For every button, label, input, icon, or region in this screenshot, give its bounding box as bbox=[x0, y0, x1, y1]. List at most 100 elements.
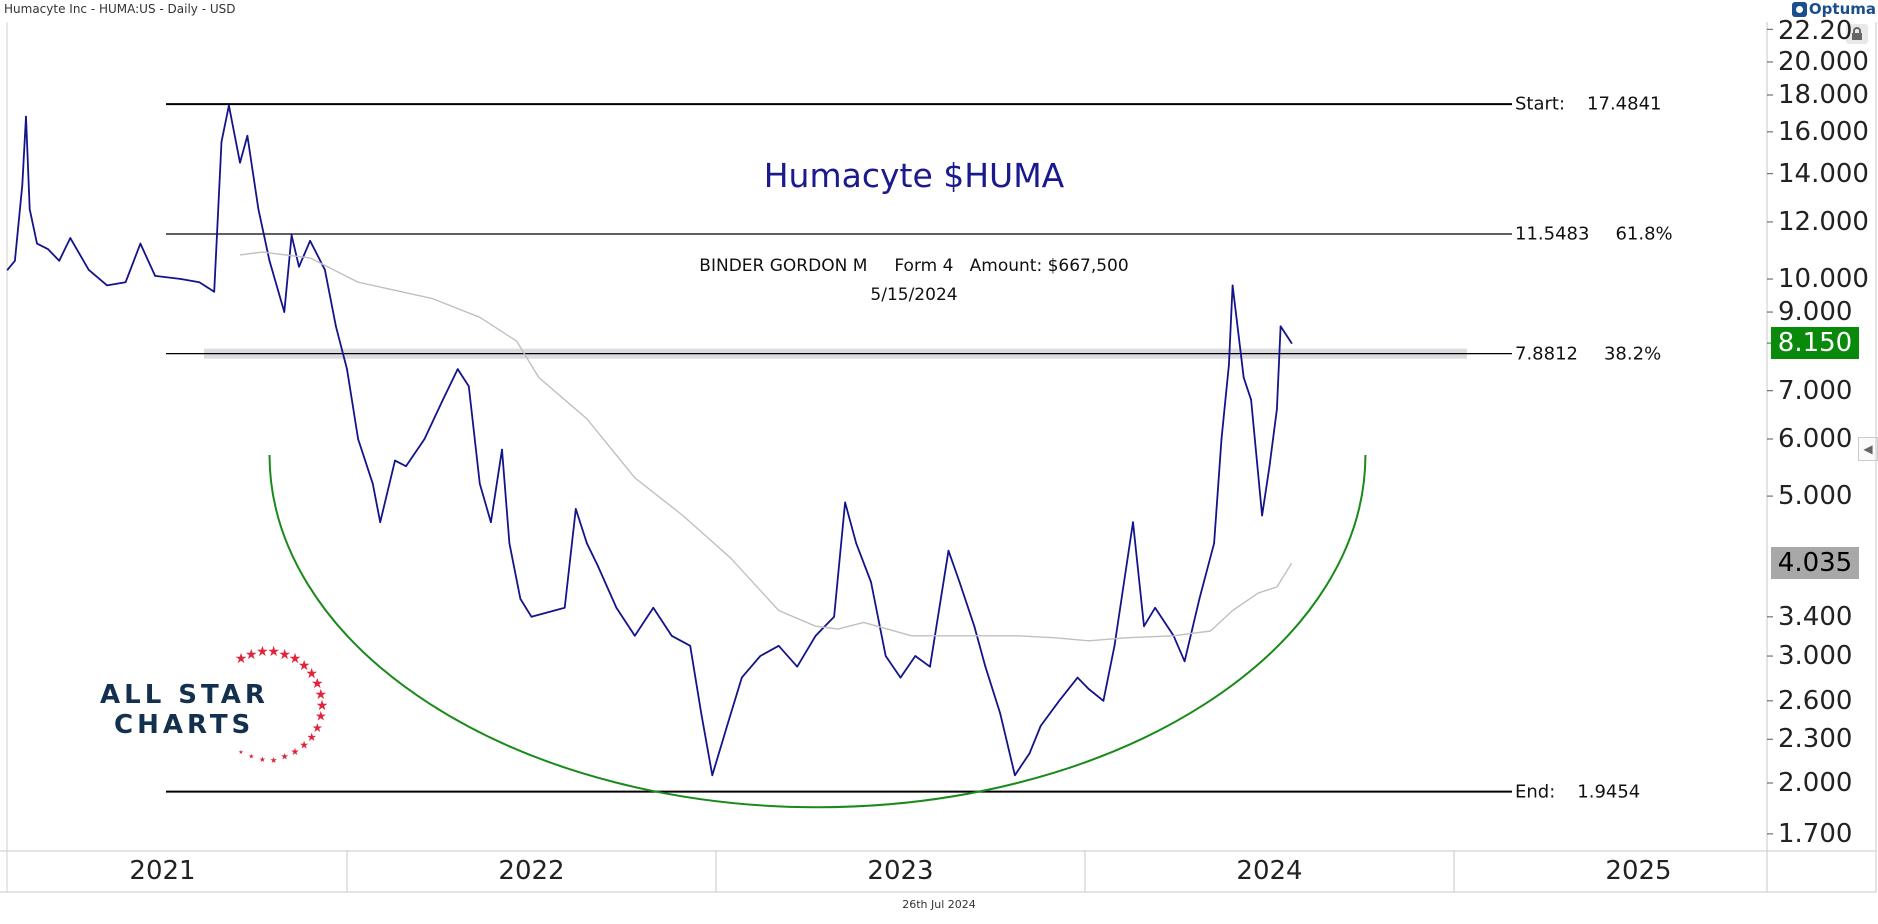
fib-level-value: 17.4841 bbox=[1587, 93, 1662, 115]
price-point bbox=[530, 616, 533, 618]
logo-star-icon: ★ bbox=[311, 719, 323, 735]
logo-star-icon: ★ bbox=[306, 729, 317, 744]
price-series-line bbox=[6, 104, 1293, 777]
logo-line2: CHARTS bbox=[114, 710, 255, 740]
price-point bbox=[1276, 408, 1278, 410]
y-tick-label: 12.000 bbox=[1778, 206, 1869, 237]
y-tick-label: 2.000 bbox=[1778, 768, 1853, 798]
price-point bbox=[467, 385, 470, 388]
logo-star-icon: ★ bbox=[256, 644, 269, 661]
y-tick-label: 7.000 bbox=[1778, 375, 1853, 406]
collapse-panel-button[interactable]: ◀ bbox=[1858, 437, 1878, 461]
price-point bbox=[1250, 399, 1252, 401]
price-point bbox=[947, 549, 950, 552]
x-tick-label: 2023 bbox=[867, 856, 934, 886]
x-tick-label: 2025 bbox=[1605, 856, 1672, 886]
price-point bbox=[700, 712, 703, 714]
price-point bbox=[1198, 598, 1201, 600]
lock-scale-button[interactable] bbox=[1846, 24, 1868, 44]
price-point bbox=[1028, 752, 1031, 754]
y-tick-label: 9.000 bbox=[1778, 297, 1853, 328]
fib-level-name: Start: bbox=[1515, 93, 1566, 115]
y-tick-label: 18.000 bbox=[1778, 79, 1869, 110]
price-point bbox=[25, 115, 27, 118]
moving-average-line bbox=[239, 251, 1293, 642]
price-point bbox=[479, 483, 481, 485]
price-point bbox=[1279, 325, 1282, 328]
price-point bbox=[423, 438, 426, 440]
price-point bbox=[239, 161, 241, 164]
chevron-left-icon: ◀ bbox=[1863, 442, 1873, 456]
price-point bbox=[984, 665, 987, 668]
y-tick-label: 6.000 bbox=[1778, 423, 1853, 454]
lock-icon bbox=[1852, 27, 1862, 40]
price-point bbox=[1183, 660, 1186, 663]
price-point bbox=[1220, 438, 1223, 440]
y-tick-label: 5.000 bbox=[1778, 481, 1853, 512]
price-point bbox=[246, 135, 249, 137]
price-point bbox=[124, 281, 127, 283]
price-point bbox=[268, 259, 271, 262]
price-point bbox=[796, 665, 798, 668]
y-tick-label: 20.000 bbox=[1778, 47, 1869, 77]
logo-star-icon: ★ bbox=[297, 657, 311, 674]
chart-header-title: Humacyte Inc - HUMA:US - Daily - USD bbox=[4, 2, 236, 16]
logo-star-icon: ★ bbox=[269, 754, 278, 765]
fib-level-value: 1.9454 bbox=[1577, 781, 1641, 803]
price-point bbox=[855, 542, 858, 545]
price-point bbox=[1076, 676, 1079, 679]
price-point bbox=[574, 508, 577, 510]
price-point bbox=[586, 542, 588, 545]
price-point bbox=[652, 606, 655, 609]
price-point bbox=[1290, 342, 1293, 344]
logo-star-icon: ★ bbox=[311, 676, 324, 693]
price-point bbox=[501, 448, 503, 451]
y-tick-label: 3.400 bbox=[1778, 601, 1853, 632]
ma-price-label: 4.035 bbox=[1771, 547, 1859, 580]
price-point bbox=[139, 242, 142, 245]
price-point bbox=[814, 635, 817, 637]
price-point bbox=[1268, 465, 1271, 468]
price-point bbox=[1087, 688, 1090, 690]
fib-level-name: End: bbox=[1515, 781, 1556, 803]
x-tick-label: 2022 bbox=[498, 856, 565, 886]
fib-level-value: 61.8% bbox=[1615, 223, 1673, 245]
price-point bbox=[357, 438, 359, 440]
all-star-charts-logo: ALL STAR CHARTS bbox=[100, 680, 269, 740]
price-point bbox=[28, 208, 31, 210]
price-point bbox=[14, 259, 16, 262]
price-point bbox=[1228, 364, 1230, 366]
price-point bbox=[670, 635, 673, 637]
price-point bbox=[741, 676, 743, 679]
price-point bbox=[519, 598, 522, 600]
logo-star-icon: ★ bbox=[258, 754, 266, 764]
price-point bbox=[1261, 514, 1263, 517]
price-point bbox=[372, 483, 374, 485]
logo-line1: ALL STAR bbox=[100, 680, 269, 710]
price-point bbox=[999, 712, 1001, 714]
price-point bbox=[1039, 725, 1042, 727]
price-point bbox=[283, 311, 286, 313]
last-price-label: 8.150 bbox=[1771, 327, 1859, 360]
price-point bbox=[198, 281, 201, 283]
logo-star-icon: ★ bbox=[278, 646, 291, 663]
price-point bbox=[759, 655, 762, 657]
footer-date: 26th Jul 2024 bbox=[902, 898, 976, 911]
price-point bbox=[298, 265, 300, 268]
logo-star-icon: ★ bbox=[248, 752, 255, 761]
insider-annotation-date: 5/15/2024 bbox=[870, 285, 958, 305]
price-point bbox=[563, 606, 566, 609]
price-point bbox=[456, 368, 459, 370]
price-point bbox=[379, 521, 382, 523]
price-point bbox=[490, 521, 492, 523]
fib-level-label: 11.5483 61.8% bbox=[1515, 223, 1673, 244]
price-point bbox=[324, 268, 326, 271]
price-point bbox=[394, 459, 396, 462]
y-tick-label: 22.20 bbox=[1778, 16, 1853, 46]
logo-star-icon: ★ bbox=[314, 709, 327, 725]
logo-star-icon: ★ bbox=[299, 738, 309, 752]
logo-star-icon: ★ bbox=[314, 686, 328, 703]
fib-level-label: 7.8812 38.2% bbox=[1515, 343, 1661, 364]
price-point bbox=[929, 665, 931, 668]
